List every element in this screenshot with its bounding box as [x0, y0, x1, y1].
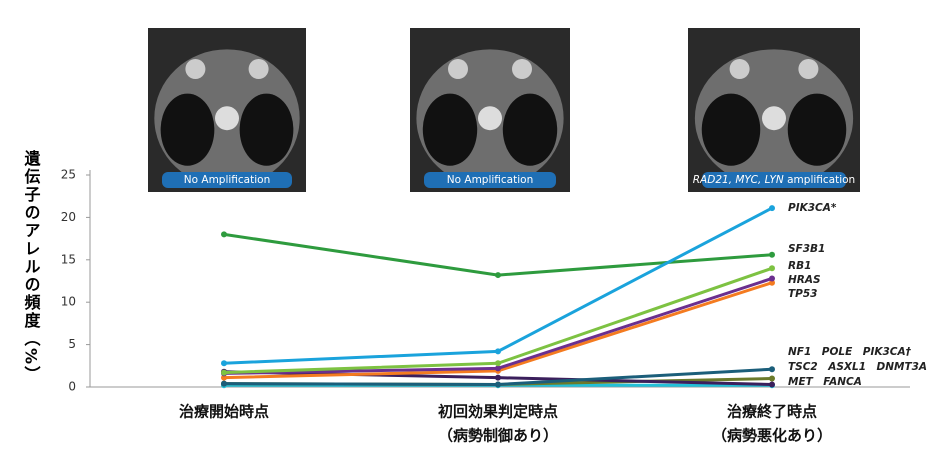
- image-caption: No Amplification: [447, 174, 533, 186]
- data-point: [769, 251, 775, 258]
- data-point: [769, 279, 775, 286]
- y-tick-label: 20: [61, 210, 76, 224]
- image-bone: [512, 59, 532, 79]
- y-axis-label: 遺伝子のアレルの頻度（%）: [22, 149, 41, 384]
- data-point: [769, 265, 775, 272]
- series-label: HRAS: [788, 274, 821, 286]
- image-bone: [248, 59, 269, 79]
- series-line: [223, 206, 773, 365]
- caption-badge: [162, 172, 292, 188]
- series-label: PIK3CA*: [788, 202, 837, 214]
- image-bone: [215, 106, 239, 131]
- series-line: [223, 232, 773, 277]
- series-label: SF3B1: [788, 243, 825, 255]
- data-point: [495, 374, 501, 381]
- image-bone: [478, 106, 502, 131]
- data-point: [495, 365, 501, 372]
- x-tick-label: 治療終了時点: [727, 403, 817, 421]
- x-tick-sublabel: （病勢悪化あり）: [712, 427, 832, 445]
- caption-suffix: amplification: [784, 174, 855, 186]
- annotation: TSC2 ASXL1 DNMT3A: [788, 361, 927, 373]
- data-point: [495, 272, 501, 279]
- data-point: [495, 360, 501, 367]
- ct-image: RAD21, MYC, LYN amplification: [688, 28, 860, 192]
- series-label: TP53: [788, 288, 817, 300]
- annotation: NF1 POLE PIK3CA†: [788, 346, 912, 358]
- data-point: [221, 380, 227, 387]
- data-point: [221, 231, 227, 238]
- caption-badge: [702, 172, 846, 188]
- x-tick-label: 初回効果判定時点: [438, 403, 558, 421]
- data-point: [221, 360, 227, 367]
- caption-genes: RAD21, MYC, LYN: [693, 174, 784, 186]
- annotation: MET FANCA: [788, 376, 862, 388]
- image-caption: No Amplification: [184, 174, 270, 186]
- x-tick-sublabel: （病勢制御あり）: [438, 427, 558, 445]
- data-point: [769, 381, 775, 388]
- x-tick-label: 治療開始時点: [179, 403, 269, 421]
- image-bone: [798, 59, 819, 79]
- series-label: RB1: [788, 260, 811, 272]
- y-tick-label: 25: [61, 168, 76, 182]
- y-tick-label: 10: [61, 295, 76, 309]
- y-tick-label: 5: [68, 337, 76, 351]
- image-lung: [787, 93, 847, 166]
- image-lung: [422, 93, 478, 166]
- data-point: [769, 375, 775, 382]
- image-lung: [160, 93, 215, 166]
- y-tick-label: 0: [68, 380, 76, 394]
- caption-badge: [424, 172, 556, 188]
- ct-image: No Amplification: [410, 28, 570, 192]
- data-point: [769, 205, 775, 212]
- y-tick-label: 15: [61, 252, 76, 266]
- data-point: [769, 275, 775, 282]
- image-bone: [185, 59, 206, 79]
- image-lung: [701, 93, 761, 166]
- image-bone: [448, 59, 468, 79]
- image-caption: RAD21, MYC, LYN amplification: [693, 174, 855, 186]
- series-line: [223, 266, 773, 375]
- image-lung: [239, 93, 294, 166]
- image-bone: [762, 106, 786, 131]
- data-point: [495, 381, 501, 388]
- data-point: [221, 369, 227, 376]
- data-point: [495, 348, 501, 355]
- data-point: [221, 374, 227, 381]
- ct-image: No Amplification: [148, 28, 306, 192]
- data-point: [769, 366, 775, 373]
- image-lung: [502, 93, 558, 166]
- image-bone: [729, 59, 750, 79]
